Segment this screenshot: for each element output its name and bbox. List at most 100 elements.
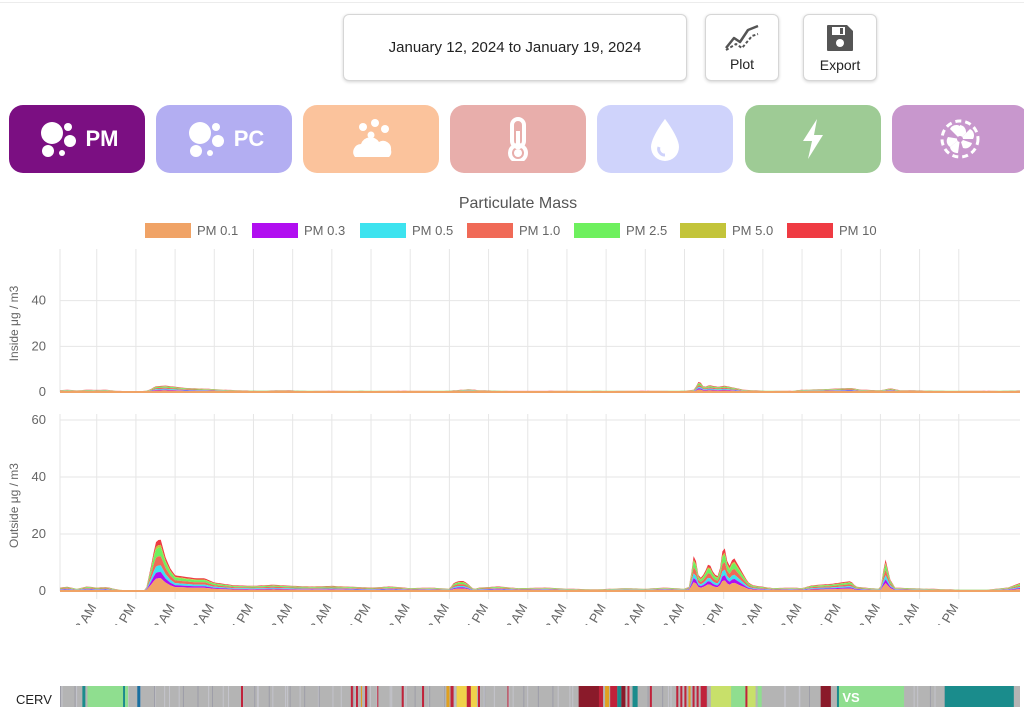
plot-button[interactable]: Plot	[705, 14, 779, 81]
cerv-tick	[299, 686, 301, 707]
cerv-tick	[212, 686, 214, 707]
cerv-tick	[428, 686, 430, 707]
category-tab-pm[interactable]: PM	[9, 105, 145, 173]
x-tick-label: 1/13 12 AM	[132, 601, 178, 625]
x-tick-label: 8 AM	[659, 601, 687, 625]
cerv-tick	[917, 686, 919, 707]
cerv-segment	[125, 686, 129, 707]
category-tab-label: PM	[85, 126, 119, 151]
category-tab-label: PC	[233, 126, 265, 151]
category-tab-pc[interactable]: PC	[156, 105, 292, 173]
cerv-segment	[757, 686, 762, 707]
plot-label: Plot	[729, 55, 755, 72]
series-area	[60, 383, 1020, 392]
cerv-tick	[197, 686, 199, 707]
category-tab-power[interactable]	[745, 105, 881, 173]
cerv-segment	[632, 686, 638, 707]
cerv-tick	[537, 686, 539, 707]
legend-item[interactable]: PM 0.5	[360, 223, 453, 238]
cerv-tick	[706, 686, 708, 707]
legend-label: PM 10	[839, 223, 877, 238]
date-range-button[interactable]: January 12, 2024 to January 19, 2024	[343, 14, 687, 81]
cerv-tick	[228, 686, 229, 707]
cerv-segment	[820, 686, 831, 707]
series-area	[60, 547, 1020, 591]
x-tick-label: 4 PM	[581, 601, 609, 625]
cerv-tick	[493, 686, 495, 707]
legend-label: PM 1.0	[519, 223, 560, 238]
cerv-tick	[352, 686, 354, 707]
cerv-tick	[182, 686, 184, 707]
cerv-segment	[700, 686, 707, 707]
cerv-tick	[208, 686, 210, 707]
cerv-segment	[745, 686, 748, 707]
cerv-tick	[682, 686, 684, 707]
cerv-tick	[798, 686, 800, 707]
cerv-tick	[557, 686, 559, 707]
x-tick-label: 4 PM	[228, 601, 256, 625]
cerv-tick	[289, 686, 291, 707]
legend-item[interactable]: PM 2.5	[574, 223, 667, 238]
cerv-segment	[627, 686, 630, 707]
cerv-segment	[836, 686, 839, 707]
category-tab-temperature[interactable]	[450, 105, 586, 173]
cerv-tick	[178, 686, 180, 707]
cerv-tick	[552, 686, 554, 707]
cerv-tick	[61, 686, 63, 707]
cerv-segment	[85, 686, 88, 707]
cerv-tick	[222, 686, 224, 707]
cerv-tick	[355, 686, 357, 707]
top-divider	[0, 2, 1024, 3]
cerv-tick	[257, 686, 259, 707]
cerv-segment	[605, 686, 610, 707]
cerv-segment	[350, 686, 353, 707]
cerv-tick	[572, 686, 574, 707]
cerv-tick	[808, 686, 810, 707]
x-tick-label: 4 PM	[933, 601, 961, 625]
cerv-tick	[139, 686, 141, 707]
legend-item[interactable]: PM 1.0	[467, 223, 560, 238]
legend-item[interactable]: PM 5.0	[680, 223, 773, 238]
legend-item[interactable]: PM 0.3	[252, 223, 345, 238]
thermometer-icon	[508, 117, 528, 161]
x-tick-label: 4 PM	[816, 601, 844, 625]
cerv-segment	[944, 686, 1014, 707]
legend-item[interactable]: PM 0.1	[145, 223, 238, 238]
x-tick-label: 8 AM	[307, 601, 335, 625]
cerv-segment	[688, 686, 691, 707]
cerv-segment	[507, 686, 509, 707]
x-tick-label: 8 AM	[894, 601, 922, 625]
y-tick-label: 40	[32, 469, 46, 484]
legend-swatch	[360, 223, 406, 238]
cerv-overlay-text: VS	[842, 690, 860, 705]
cerv-tick	[429, 686, 431, 707]
cerv-tick	[164, 686, 166, 707]
cerv-tick	[670, 686, 672, 707]
line-chart-icon	[725, 24, 759, 51]
y-tick-label: 20	[32, 526, 46, 541]
cerv-tick	[667, 686, 669, 707]
category-tab-humidity[interactable]	[597, 105, 733, 173]
chart-title: Particulate Mass	[459, 195, 577, 212]
cerv-tick	[913, 686, 915, 707]
y-tick-label: 60	[32, 412, 46, 427]
cerv-tick	[523, 686, 525, 707]
cerv-segment	[621, 686, 626, 707]
x-tick-label: 8 AM	[777, 601, 805, 625]
cerv-tick	[662, 686, 664, 707]
series-area	[60, 572, 1020, 591]
category-tab-fan[interactable]	[892, 105, 1024, 173]
category-tab-pollen[interactable]	[303, 105, 439, 173]
series-area	[60, 565, 1020, 591]
legend-item[interactable]: PM 10	[787, 223, 877, 238]
cerv-tick	[391, 686, 393, 707]
cerv-tick	[629, 686, 631, 707]
legend-label: PM 5.0	[732, 223, 773, 238]
series-area	[60, 578, 1020, 591]
date-range-label: January 12, 2024 to January 19, 2024	[388, 39, 642, 56]
legend-swatch	[467, 223, 513, 238]
cerv-segment	[1013, 686, 1020, 707]
cerv-tick	[405, 686, 407, 707]
export-button[interactable]: Export	[803, 14, 877, 81]
cerv-segment	[477, 686, 480, 707]
